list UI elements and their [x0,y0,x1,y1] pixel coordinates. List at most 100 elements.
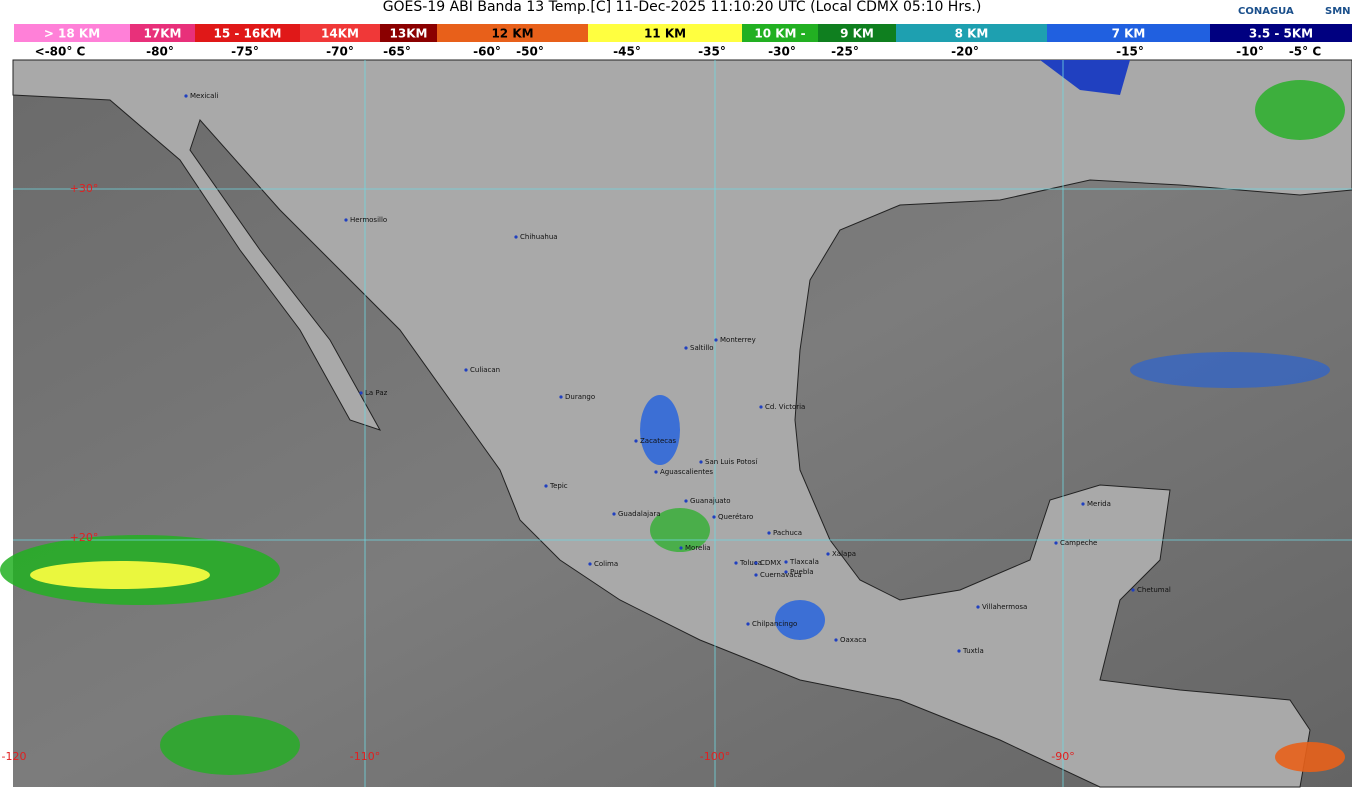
legend-swatch [14,24,130,42]
city-marker [976,605,980,609]
city-marker [1081,502,1085,506]
city-label: Cuernavaca [760,571,802,579]
city-label: Campeche [1060,539,1097,547]
city-marker [767,531,771,535]
temperature-label: -75° [231,45,259,59]
legend-swatch [195,24,300,42]
temperature-label: -80° [146,45,174,59]
city-marker [754,573,758,577]
title: GOES-19 ABI Banda 13 Temp.[C] 11-Dec-202… [383,0,982,15]
city-label: Guanajuato [690,497,731,505]
legend-label: 9 KM [840,27,874,41]
city-label: San Luis Potosí [705,458,758,466]
city-label: Chetumal [1137,586,1171,594]
cloud [1130,352,1330,388]
city-marker [826,552,830,556]
legend-label: 10 KM - [754,27,805,41]
city-marker [464,368,468,372]
city-label: Toluca [739,559,762,567]
city-marker [559,395,563,399]
city-label: Durango [565,393,595,401]
city-marker [957,649,961,653]
city-label: Tuxtla [962,647,984,655]
city-label: Tlaxcala [789,558,819,566]
city-label: Culiacan [470,366,500,374]
temperature-label: -45° [613,45,641,59]
city-label: La Paz [365,389,388,397]
cloud [650,508,710,552]
legend-label: 3.5 - 5KM [1249,27,1313,41]
city-marker [754,561,758,565]
logo: CONAGUA [1238,6,1294,17]
city-label: Saltillo [690,344,714,352]
city-label: Querétaro [718,513,753,521]
city-marker [588,562,592,566]
city-marker [1131,588,1135,592]
temperature-label: <-80° C [35,45,86,59]
temperature-label: -30° [768,45,796,59]
city-marker [714,338,718,342]
city-marker [684,346,688,350]
city-label: CDMX [760,559,781,567]
cloud [1040,60,1130,95]
longitude-label: -110° [350,750,380,763]
cloud [640,395,680,465]
legend-label: 8 KM [955,27,989,41]
city-marker [734,561,738,565]
city-label: Zacatecas [640,437,676,445]
city-label: Cd. Victoria [765,403,805,411]
city-label: Tepic [549,482,568,490]
longitude-label: -120 [2,750,27,763]
city-label: Pachuca [773,529,802,537]
city-label: Chilpancingo [752,620,797,628]
temperature-label: -50° [516,45,544,59]
legend-label: 12 KM [491,27,533,41]
legend-swatch [437,24,588,42]
city-marker [1054,541,1058,545]
city-marker [679,546,683,550]
legend-swatch [300,24,380,42]
longitude-label: -90° [1051,750,1074,763]
legend-label: 7 KM [1112,27,1146,41]
city-label: Hermosillo [350,216,387,224]
city-marker [746,622,750,626]
city-marker [784,560,788,564]
temperature-label: -25° [831,45,859,59]
city-label: Merida [1087,500,1111,508]
city-marker [514,235,518,239]
legend-swatch [742,24,818,42]
city-marker [684,499,688,503]
city-marker [759,405,763,409]
temperature-label: -15° [1116,45,1144,59]
city-marker [544,484,548,488]
legend-swatch [1210,24,1352,42]
temperature-label: -5° C [1289,45,1322,59]
city-marker [699,460,703,464]
city-marker [834,638,838,642]
temperature-label: -10° [1236,45,1264,59]
legend-label: > 18 KM [44,27,100,41]
legend-swatch [896,24,1047,42]
legend-swatch [588,24,742,42]
land [12,59,1352,788]
city-marker [344,218,348,222]
city-marker [359,391,363,395]
longitude-label: -100° [700,750,730,763]
city-label: Villahermosa [982,603,1027,611]
legend-label: 17KM [144,27,182,41]
legend-label: 15 - 16KM [214,27,282,41]
city-marker [184,94,188,98]
city-marker [712,515,716,519]
city-label: Monterrey [720,336,756,344]
temperature-label: -70° [326,45,354,59]
city-label: Morelia [685,544,711,552]
cloud [775,600,825,640]
legend-label: 13KM [390,27,428,41]
temperature-label: -60° [473,45,501,59]
cloud [1255,80,1345,140]
city-label: Oaxaca [840,636,866,644]
city-label: Mexicali [190,92,218,100]
temperature-label: -65° [383,45,411,59]
city-label: Xalapa [832,550,856,558]
